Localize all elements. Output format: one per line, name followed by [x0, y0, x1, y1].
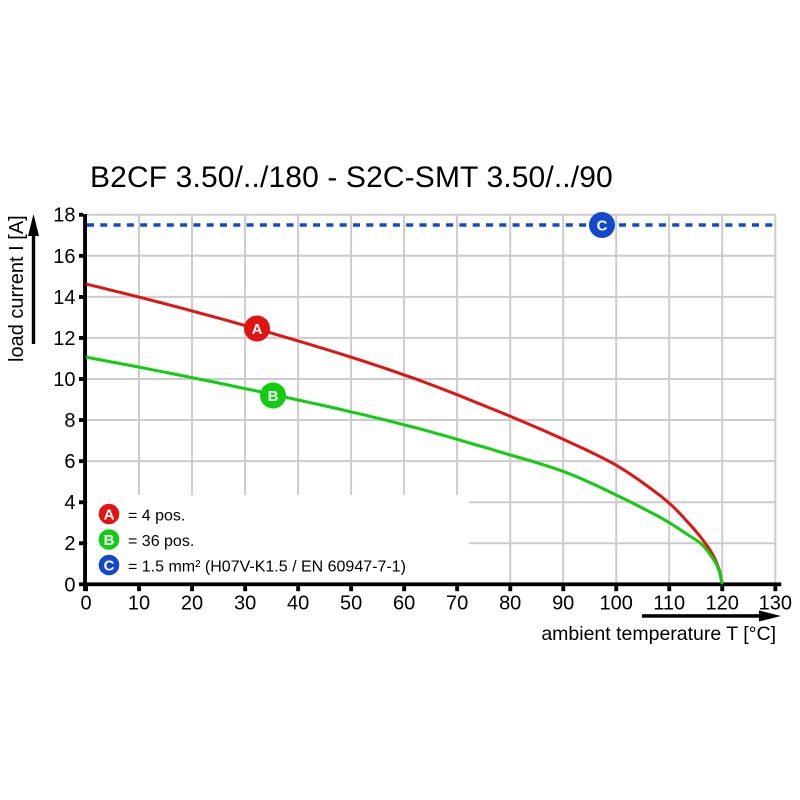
- svg-text:10: 10: [128, 593, 150, 615]
- svg-text:100: 100: [600, 593, 633, 615]
- svg-text:0: 0: [80, 593, 91, 615]
- svg-text:120: 120: [706, 593, 739, 615]
- svg-text:2: 2: [64, 533, 75, 555]
- svg-text:14: 14: [53, 287, 75, 309]
- svg-text:50: 50: [340, 593, 362, 615]
- svg-text:load current I [A]: load current I [A]: [6, 215, 28, 362]
- svg-text:B2CF 3.50/../180 - S2C-SMT 3.5: B2CF 3.50/../180 - S2C-SMT 3.50/../90: [90, 161, 613, 194]
- svg-text:B: B: [268, 388, 279, 405]
- svg-text:C: C: [104, 557, 115, 574]
- svg-text:C: C: [597, 218, 608, 235]
- svg-text:20: 20: [181, 593, 203, 615]
- svg-text:90: 90: [552, 593, 574, 615]
- svg-text:0: 0: [64, 574, 75, 596]
- svg-text:18: 18: [53, 205, 75, 227]
- svg-text:70: 70: [446, 593, 468, 615]
- svg-text:12: 12: [53, 328, 75, 350]
- svg-text:130: 130: [759, 593, 792, 615]
- svg-text:A: A: [104, 506, 115, 523]
- svg-text:8: 8: [64, 410, 75, 432]
- svg-text:10: 10: [53, 369, 75, 391]
- svg-text:60: 60: [393, 593, 415, 615]
- svg-text:40: 40: [287, 593, 309, 615]
- svg-text:A: A: [252, 321, 263, 338]
- svg-text:B: B: [104, 532, 115, 549]
- svg-text:= 36 pos.: = 36 pos.: [128, 533, 194, 550]
- svg-text:= 4 pos.: = 4 pos.: [128, 508, 185, 525]
- svg-text:= 1.5 mm² (H07V-K1.5 / EN 6094: = 1.5 mm² (H07V-K1.5 / EN 60947-7-1): [128, 559, 406, 576]
- svg-text:110: 110: [653, 593, 685, 615]
- svg-text:6: 6: [64, 451, 75, 473]
- svg-text:30: 30: [234, 593, 256, 615]
- svg-text:80: 80: [499, 593, 521, 615]
- svg-text:4: 4: [64, 492, 75, 514]
- svg-text:ambient temperature T [°C]: ambient temperature T [°C]: [541, 623, 776, 645]
- svg-text:16: 16: [53, 246, 75, 268]
